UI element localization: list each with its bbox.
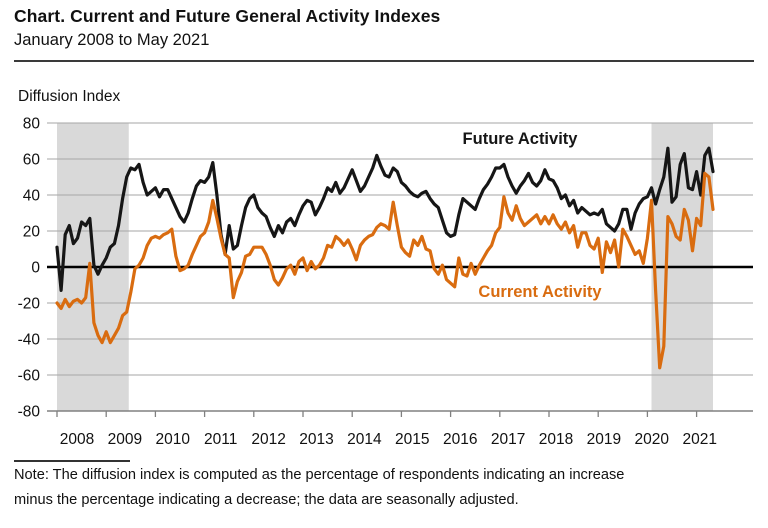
x-tick-label: 2017	[491, 431, 525, 448]
x-tick-label: 2014	[347, 431, 382, 448]
x-tick-label: 2010	[156, 431, 191, 448]
current-activity-line	[55, 171, 715, 370]
future-activity-label: Future Activity	[463, 130, 579, 148]
chart-area: 80 60 40 20 0 -20 -40 -60 -80 2008 2009 2010 2011 201…	[0, 110, 768, 450]
y-tick-label: -20	[18, 296, 41, 313]
y-tick-label: -40	[18, 332, 41, 349]
header-divider	[14, 60, 754, 62]
chart-subtitle: January 2008 to May 2021	[14, 31, 210, 49]
y-tick-label: 80	[23, 116, 41, 133]
footnote-line-1: Note: The diffusion index is computed as…	[14, 467, 625, 483]
y-tick-label: 0	[31, 260, 40, 277]
x-tick-label: 2013	[299, 431, 333, 448]
y-tick-label: -60	[18, 368, 41, 385]
x-tick-label: 2018	[539, 431, 573, 448]
footnote-line-2: minus the percentage indicating a decrea…	[14, 492, 519, 508]
current-activity-label: Current Activity	[478, 283, 602, 301]
y-tick-label: 60	[23, 152, 41, 169]
activity-line-chart: 80 60 40 20 0 -20 -40 -60 -80 2008 2009 2010 2011 201…	[18, 116, 753, 448]
x-tick-label: 2012	[251, 431, 285, 448]
x-tick-label: 2020	[635, 431, 670, 448]
y-tick-label: 20	[23, 224, 41, 241]
x-tick-label: 2011	[204, 431, 237, 448]
footnote: Note: The diffusion index is computed as…	[14, 463, 759, 513]
y-axis-title: Diffusion Index	[18, 88, 121, 105]
note-divider	[14, 460, 130, 462]
y-tick-label: -80	[18, 404, 41, 421]
y-tick-label: 40	[23, 188, 41, 205]
future-activity-line	[55, 146, 715, 292]
x-tick-label: 2021	[682, 431, 716, 448]
x-tick-label: 2015	[395, 431, 429, 448]
x-tick-label: 2019	[587, 431, 621, 448]
chart-title: Chart. Current and Future General Activi…	[14, 6, 441, 26]
x-tick-label: 2008	[60, 431, 94, 448]
x-tick-label: 2009	[108, 431, 142, 448]
x-tick-label: 2016	[443, 431, 477, 448]
